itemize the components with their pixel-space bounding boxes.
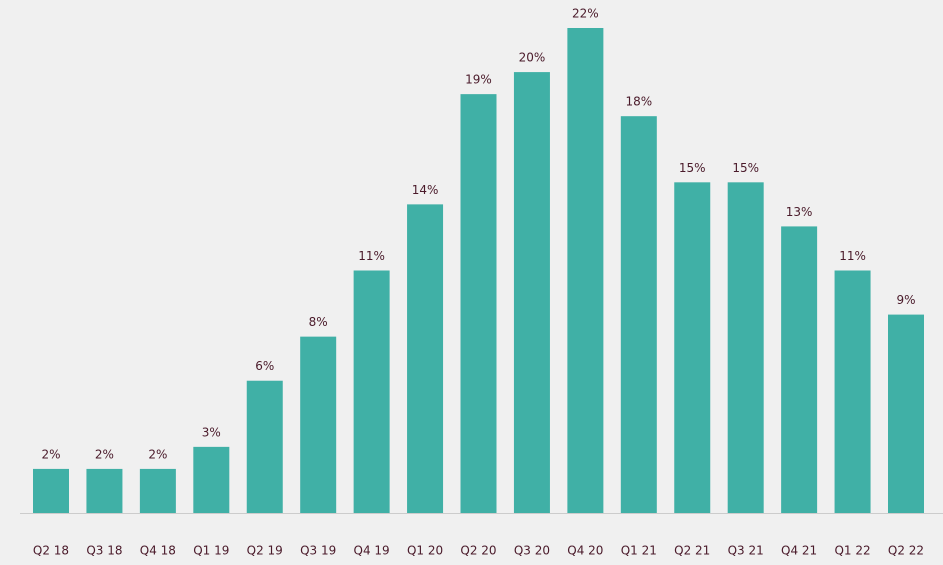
x-tick-label: Q4 18 — [140, 544, 176, 558]
x-tick-label: Q4 20 — [567, 544, 603, 558]
bar — [460, 94, 497, 514]
data-label: 13% — [786, 205, 813, 219]
x-tick-label: Q2 22 — [888, 544, 924, 558]
data-label: 2% — [41, 447, 60, 461]
bar — [353, 270, 390, 513]
data-label: 11% — [358, 249, 385, 263]
bar — [246, 380, 283, 513]
x-tick-label: Q2 18 — [33, 544, 69, 558]
bar — [86, 468, 123, 513]
x-tick-label: Q3 18 — [86, 544, 122, 558]
bar — [834, 270, 871, 513]
data-label: 20% — [519, 51, 546, 65]
x-tick-label: Q2 21 — [674, 544, 710, 558]
x-tick-label: Q4 21 — [781, 544, 817, 558]
bar — [513, 72, 550, 513]
x-tick-label: Q2 20 — [460, 544, 496, 558]
x-tick-label: Q1 22 — [834, 544, 870, 558]
bar — [33, 468, 69, 513]
x-tick-label: Q1 20 — [407, 544, 443, 558]
data-label: 8% — [309, 315, 328, 329]
bar — [727, 182, 764, 513]
bar — [567, 28, 604, 513]
x-tick-label: Q3 21 — [728, 544, 764, 558]
data-label: 15% — [679, 161, 706, 175]
x-tick-label: Q4 19 — [354, 544, 390, 558]
bar — [888, 314, 924, 513]
data-label: 2% — [95, 447, 114, 461]
bar — [620, 116, 657, 513]
data-label: 2% — [148, 447, 167, 461]
data-label: 14% — [412, 183, 439, 197]
data-label: 19% — [465, 73, 492, 87]
x-tick-label: Q3 20 — [514, 544, 550, 558]
data-label: 15% — [732, 161, 759, 175]
bar — [193, 446, 230, 513]
data-label: 3% — [202, 425, 221, 439]
x-tick-label: Q2 19 — [247, 544, 283, 558]
bar — [674, 182, 711, 513]
data-label: 9% — [896, 293, 915, 307]
x-tick-label: Q1 21 — [621, 544, 657, 558]
data-label: 18% — [625, 95, 652, 109]
data-label: 6% — [255, 359, 274, 373]
data-label: 11% — [839, 249, 866, 263]
x-tick-label: Q3 19 — [300, 544, 336, 558]
bar — [139, 468, 176, 513]
data-label: 22% — [572, 7, 599, 21]
bar — [407, 204, 444, 513]
bar — [781, 226, 818, 513]
x-tick-label: Q1 19 — [193, 544, 229, 558]
bar — [300, 336, 337, 513]
